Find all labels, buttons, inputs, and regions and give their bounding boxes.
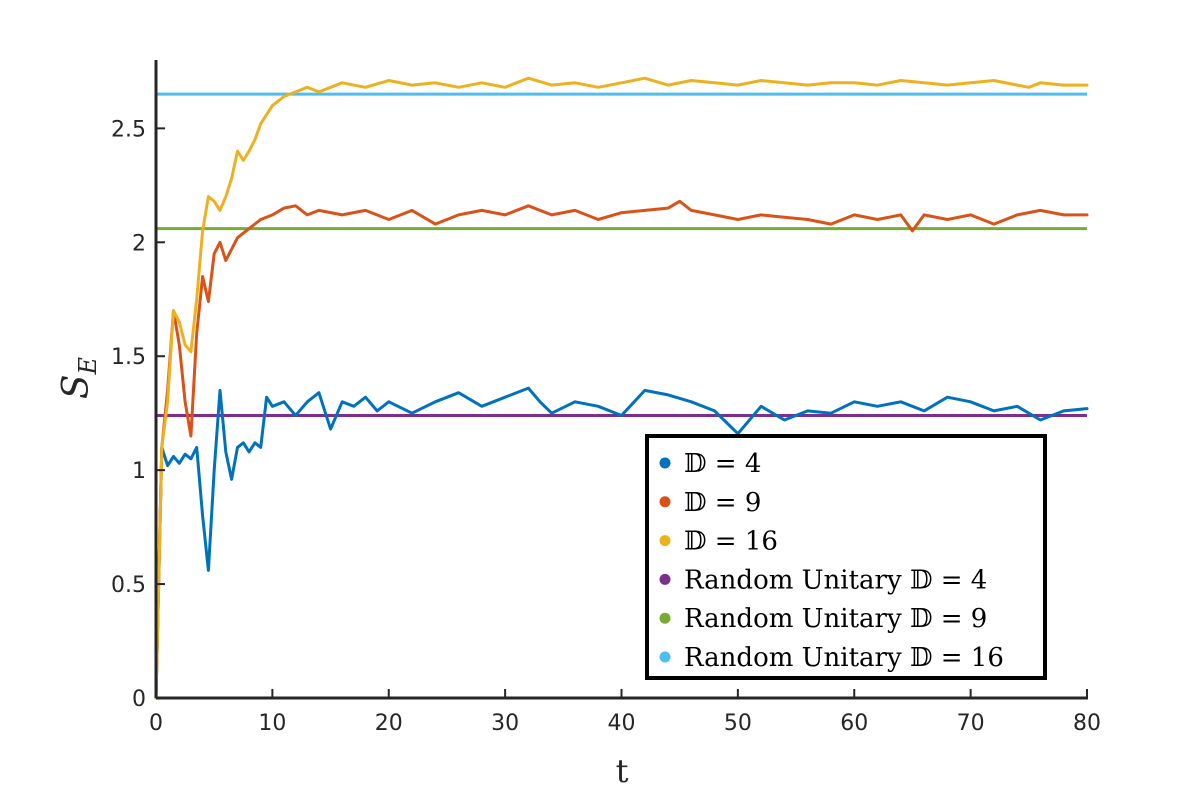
y-axis-label-main: S (56, 374, 97, 399)
y-axis-label: SE (56, 356, 102, 399)
x-tick-label: 10 (258, 711, 286, 736)
series-line-2 (154, 76, 1089, 700)
x-tick-label: 70 (957, 711, 985, 736)
legend-marker-3 (659, 573, 671, 585)
legend-marker-2 (659, 535, 671, 547)
y-axis-label-sub: E (74, 356, 102, 375)
legend-marker-5 (659, 651, 671, 663)
x-axis-label: t (616, 752, 629, 790)
legend-label-5: Random Unitary 𝔻 = 16 (684, 643, 1004, 673)
series-line-1 (154, 199, 1089, 700)
y-tick-label: 1 (132, 459, 146, 484)
legend-marker-1 (659, 496, 671, 508)
legend-label-3: Random Unitary 𝔻 = 4 (684, 565, 987, 595)
series-layer (154, 76, 1089, 700)
y-tick-label: 0.5 (111, 573, 146, 598)
legend-marker-0 (659, 457, 671, 469)
y-tick-label: 2.5 (111, 117, 146, 142)
axes: 0 10 20 30 40 50 60 70 80 0 0.5 1 1.5 2 2.5 (111, 60, 1101, 736)
legend-marker-4 (659, 612, 671, 624)
legend-label-0: 𝔻 = 4 (684, 449, 761, 479)
legend-label-4: Random Unitary 𝔻 = 9 (684, 604, 987, 634)
y-tick-label: 1.5 (111, 345, 146, 370)
x-tick-label: 80 (1073, 711, 1101, 736)
x-tick-label: 20 (375, 711, 403, 736)
legend-label-1: 𝔻 = 9 (684, 488, 761, 518)
y-tick-label: 2 (132, 231, 146, 256)
svg-text:SE: SE (56, 356, 102, 399)
x-tick-label: 60 (840, 711, 868, 736)
legend-box (645, 434, 1047, 680)
x-tick-label: 50 (724, 711, 752, 736)
x-tick-label: 30 (491, 711, 519, 736)
x-tick-label: 40 (608, 711, 636, 736)
series-line-0 (154, 386, 1089, 700)
legend-label-2: 𝔻 = 16 (684, 527, 778, 557)
x-tick-label: 0 (149, 711, 163, 736)
y-tick-label: 0 (132, 687, 146, 712)
legend: 𝔻 = 4 𝔻 = 9 𝔻 = 16 Random Unitary 𝔻 = 4 Rand… (645, 434, 1047, 680)
